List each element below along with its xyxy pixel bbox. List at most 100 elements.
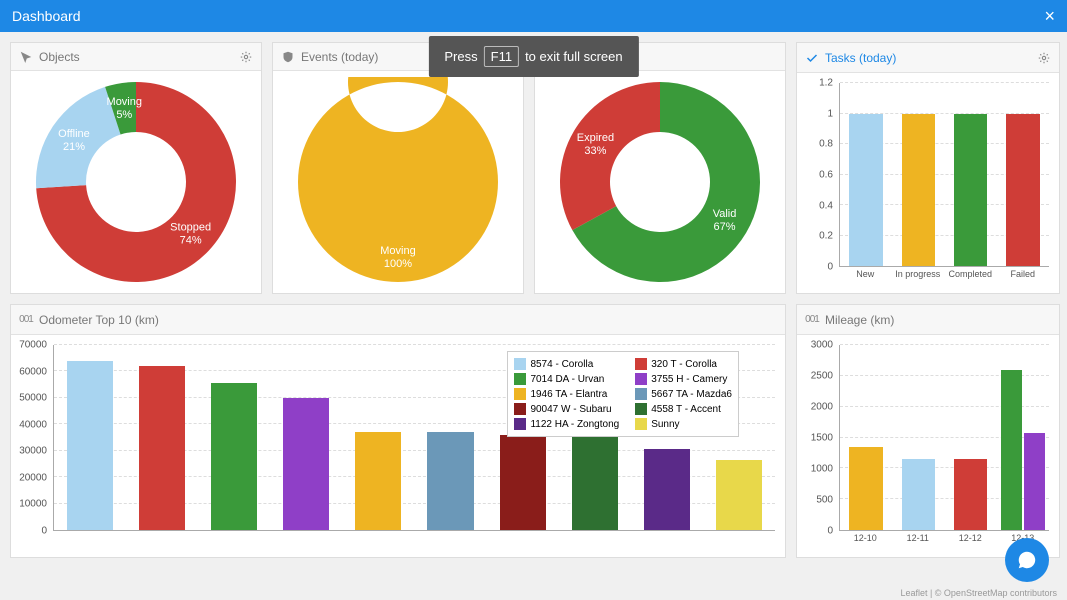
x-label: In progress [892,269,945,287]
legend-item: 320 T - Corolla [635,358,732,370]
panel-title: Tasks (today) [825,51,896,65]
legend-item: 4558 T - Accent [635,403,732,415]
donut-pct: 5% [116,109,132,121]
y-tick: 60000 [19,366,47,377]
y-tick: 40000 [19,419,47,430]
legend-swatch [635,388,647,400]
y-tick: 50000 [19,393,47,404]
legend-label: 90047 W - Subaru [530,404,611,415]
y-tick: 30000 [19,446,47,457]
y-tick: 0.8 [819,139,833,150]
check-icon [805,51,819,65]
f11-key: F11 [484,46,519,67]
panel-tasks: Tasks (today) 00.20.40.60.811.2NewIn pro… [796,42,1060,294]
panel-title: Mileage (km) [825,313,894,327]
x-label: 12-10 [839,533,892,551]
gear-icon[interactable] [239,50,253,64]
x-label: Completed [944,269,997,287]
panel-events: Events (today) Moving100% [272,42,524,294]
legend-label: 320 T - Corolla [651,359,717,370]
legend-label: 3755 H - Camery [651,374,727,385]
donut-label: Offline [58,128,90,140]
bar [572,436,618,530]
donut-label: Moving [380,245,415,257]
bar [1001,370,1022,530]
x-label [631,533,703,551]
odometer-icon: 001 [805,313,819,327]
y-tick: 0 [827,526,833,537]
legend-label: 8574 - Corolla [530,359,593,370]
shield-icon [281,50,295,64]
donut-pct: 74% [180,234,202,246]
legend-item: 3755 H - Camery [635,373,732,385]
odometer-icon: 001 [19,313,33,327]
panel-header-mileage: 001 Mileage (km) [797,305,1059,335]
bar-odometer: 0100002000030000400005000060000700008574… [11,335,785,557]
page-title: Dashboard [12,8,81,24]
chat-fab[interactable] [1005,538,1049,582]
panel-odometer: 001 Odometer Top 10 (km) 0 10000 20000 3000… [10,304,786,558]
gear-icon[interactable] [1037,51,1051,65]
donut-pct: 33% [584,145,606,157]
fullscreen-banner: Press F11 to exit full screen [428,36,638,77]
bar [283,398,329,530]
close-icon[interactable]: × [1044,6,1055,27]
y-tick: 20000 [19,472,47,483]
y-tick: 0.6 [819,170,833,181]
legend-swatch [514,358,526,370]
panel-header-odometer: 001 Odometer Top 10 (km) [11,305,785,335]
banner-pre: Press [444,49,477,64]
bar [849,447,882,530]
bar [1024,433,1045,530]
panel-title: Odometer Top 10 (km) [39,313,159,327]
bar [716,460,762,530]
x-label [414,533,486,551]
bar [902,459,935,530]
bar [139,366,185,530]
panel-header-tasks: Tasks (today) [797,43,1059,73]
legend-item: Sunny [635,418,732,430]
legend-label: 7014 DA - Urvan [530,374,604,385]
y-tick: 500 [816,495,833,506]
donut-pct: 100% [384,258,412,270]
dashboard-grid: Objects Stopped74%Offline21%Moving5% Eve… [0,32,1067,568]
bar [211,383,257,530]
legend-swatch [514,418,526,430]
y-tick: 1500 [811,433,833,444]
bar [1006,114,1039,267]
y-tick: 10000 [19,499,47,510]
donut-label: Valid [713,208,737,220]
y-tick: 1 [827,108,833,119]
y-tick: 0 [827,262,833,273]
legend-label: 5667 TA - Mazda6 [651,389,732,400]
y-tick: 1000 [811,464,833,475]
y-tick: 1.2 [819,78,833,89]
bar [954,459,987,530]
bar [902,114,935,267]
donut-pct: 21% [63,141,85,153]
x-label: 12-11 [892,533,945,551]
y-tick: 0.2 [819,231,833,242]
bar [849,114,882,267]
legend-item: 1946 TA - Elantra [514,388,619,400]
legend-item: 7014 DA - Urvan [514,373,619,385]
donut-segment [560,82,660,230]
y-tick: 3000 [811,340,833,351]
y-tick: 0.4 [819,200,833,211]
legend-swatch [635,373,647,385]
donut-maintenance: Valid67%Expired33% [535,71,785,293]
panel-mileage: 001 Mileage (km) 05001000150020002500300… [796,304,1060,558]
donut-label: Moving [107,96,142,108]
cursor-icon [19,50,33,64]
panel-title: Events (today) [301,50,378,64]
bar-mileage: 05001000150020002500300012-1012-1112-121… [797,335,1059,557]
x-label: Failed [997,269,1050,287]
bar [67,361,113,530]
donut-label: Expired [577,132,614,144]
legend-swatch [635,418,647,430]
legend-item: 8574 - Corolla [514,358,619,370]
panel-maintenance: Maintenance Valid67%Expired33% [534,42,786,294]
x-label [486,533,558,551]
legend-item: 5667 TA - Mazda6 [635,388,732,400]
y-tick: 0 [41,526,47,537]
